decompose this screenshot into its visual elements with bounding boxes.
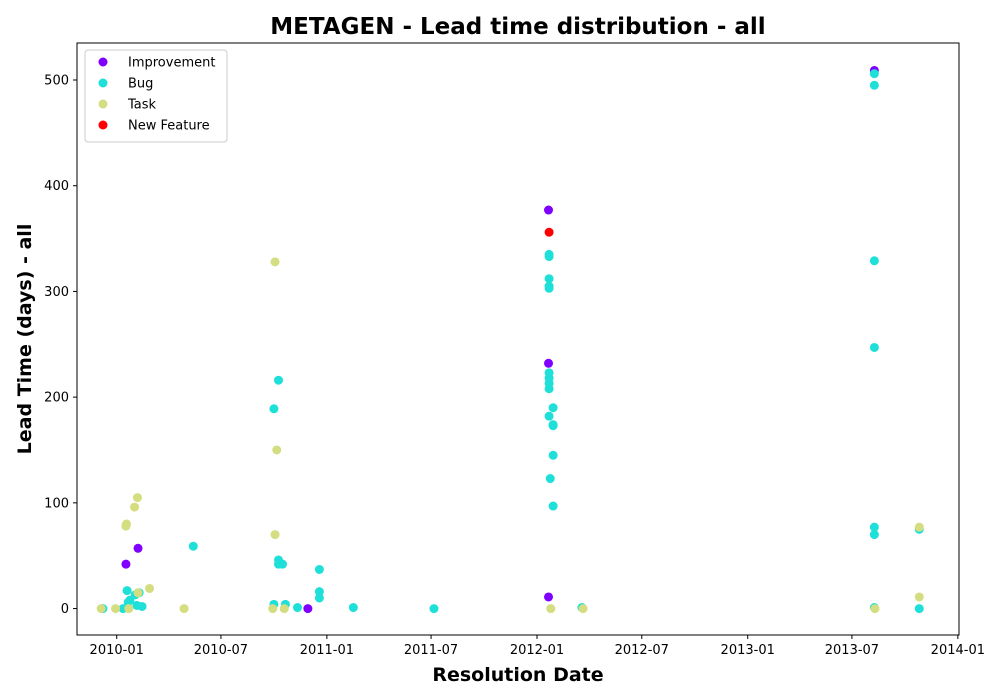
data-point [278, 559, 288, 569]
y-tick-label: 300 [44, 285, 69, 300]
series-task [96, 257, 924, 614]
data-point [122, 586, 132, 596]
data-point [188, 541, 198, 551]
data-point [111, 604, 121, 614]
legend-marker [98, 57, 108, 67]
data-point [96, 604, 106, 614]
x-axis-label: Resolution Date [432, 664, 603, 686]
x-tick-label: 2013-01 [721, 643, 775, 658]
legend-label: New Feature [128, 119, 210, 134]
data-point [270, 257, 280, 267]
data-point [272, 445, 282, 455]
data-point [179, 604, 189, 614]
legend-marker [98, 99, 108, 109]
data-point [544, 252, 554, 262]
y-tick-label: 200 [44, 391, 69, 406]
data-point [914, 592, 924, 602]
x-tick-label: 2013-07 [825, 643, 879, 658]
data-point [544, 592, 554, 602]
data-point [578, 604, 588, 614]
data-point [429, 604, 439, 614]
data-point [132, 493, 142, 503]
x-axis: 2010-01 2010-07 2011-01 2011-07 2012-01 2012-… [90, 635, 985, 658]
data-point [130, 502, 140, 512]
data-point [121, 559, 131, 569]
legend-label: Improvement [128, 56, 215, 71]
data-point [544, 205, 554, 215]
legend-label: Bug [128, 77, 153, 92]
data-point [314, 593, 324, 603]
data-point [314, 564, 324, 574]
data-point [869, 342, 879, 352]
data-point [869, 69, 879, 79]
chart-title: METAGEN - Lead time distribution - all [270, 14, 765, 40]
data-point [869, 256, 879, 266]
legend-box [84, 49, 228, 143]
data-point [133, 588, 143, 598]
data-point [548, 421, 558, 431]
y-tick-label: 0 [61, 602, 69, 617]
legend-marker [98, 120, 108, 130]
data-point [348, 603, 358, 613]
data-point [270, 530, 280, 540]
series-improvement [121, 65, 879, 614]
data-point [548, 403, 558, 413]
data-point [145, 583, 155, 593]
data-point [914, 522, 924, 532]
x-tick-label: 2011-01 [300, 643, 354, 658]
data-point [869, 530, 879, 540]
data-point [869, 522, 879, 532]
plot-area [96, 65, 924, 614]
y-tick-label: 400 [44, 179, 69, 194]
data-point [869, 80, 879, 90]
x-tick-label: 2012-07 [615, 643, 669, 658]
legend-label: Task [127, 98, 157, 113]
legend: Improvement Bug Task New Feature [84, 49, 228, 143]
x-tick-label: 2012-01 [510, 643, 564, 658]
data-point [124, 604, 134, 614]
data-point [268, 604, 278, 614]
data-point [279, 604, 289, 614]
data-point [914, 604, 924, 614]
data-point [544, 411, 554, 421]
x-tick-label: 2010-07 [194, 643, 248, 658]
data-point [548, 450, 558, 460]
plot-frame [76, 42, 960, 636]
data-point [269, 404, 279, 414]
data-point [544, 274, 554, 284]
x-tick-label: 2014-01 [931, 643, 985, 658]
data-point [546, 604, 556, 614]
data-point [122, 519, 132, 529]
legend-marker [98, 78, 108, 88]
data-point [544, 227, 554, 237]
data-point [314, 587, 324, 597]
data-point [274, 375, 283, 385]
y-tick-label: 500 [44, 74, 69, 89]
y-axis-label: Lead Time (days) - all [14, 224, 36, 455]
data-point [548, 501, 558, 511]
data-point [137, 601, 147, 611]
data-point [293, 603, 302, 613]
data-point [544, 384, 554, 394]
y-axis: 0 100 200 300 400 500 [44, 74, 77, 617]
data-point [133, 543, 143, 553]
series-new-feature [544, 227, 554, 237]
data-point [544, 283, 554, 293]
data-point [544, 358, 554, 368]
data-point [545, 474, 555, 484]
data-point [303, 604, 313, 614]
y-tick-label: 100 [44, 496, 69, 511]
x-tick-label: 2011-07 [404, 643, 458, 658]
data-point [870, 604, 880, 614]
x-tick-label: 2010-01 [90, 643, 144, 658]
